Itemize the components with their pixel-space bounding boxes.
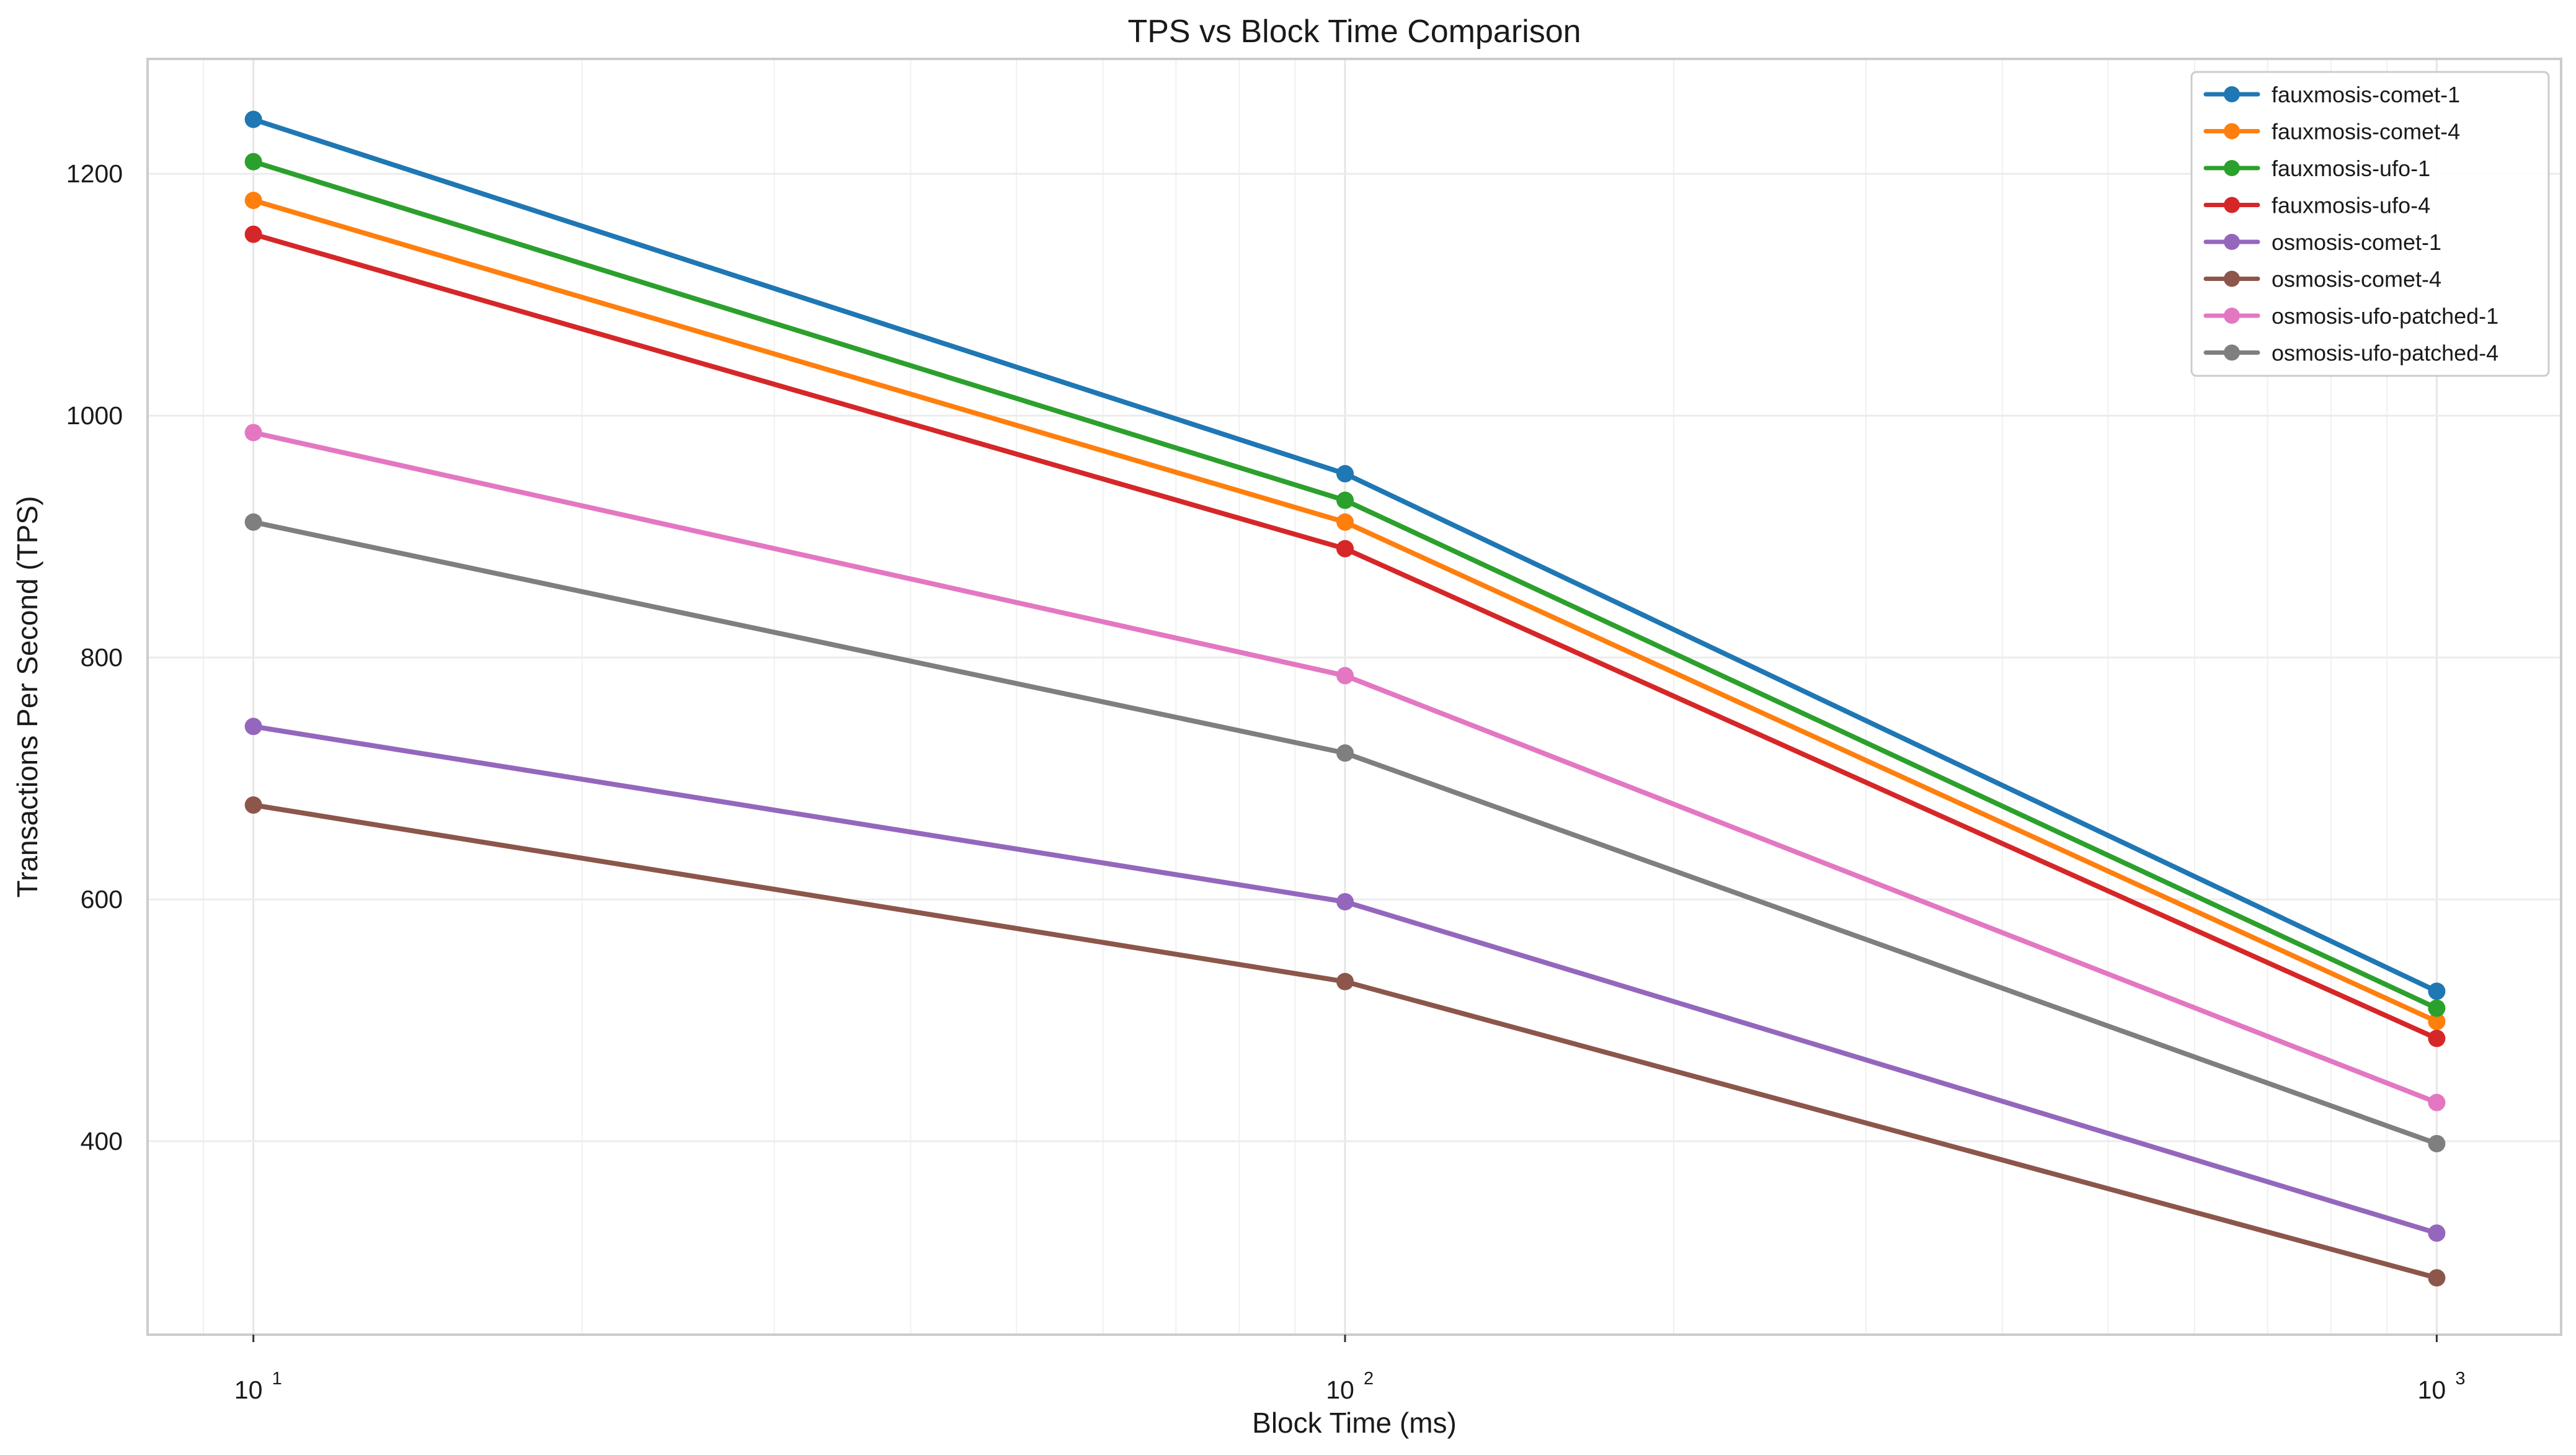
data-point	[2428, 1224, 2446, 1242]
legend-item: osmosis-ufo-patched-1	[2203, 303, 2498, 329]
legend: fauxmosis-comet-1 fauxmosis-comet-4 fauxmo…	[2190, 71, 2550, 377]
x-axis-ticks: 10 1 10 2 10 3	[234, 1335, 2466, 1404]
data-point	[2428, 982, 2446, 1000]
x-tick-label: 10	[234, 1376, 263, 1404]
data-point	[2428, 999, 2446, 1017]
legend-box	[2190, 71, 2550, 377]
y-tick-label: 800	[81, 643, 123, 672]
data-point	[2428, 1269, 2446, 1287]
legend-swatch-marker	[2224, 86, 2240, 102]
data-point	[244, 225, 262, 243]
x-axis-label: Block Time (ms)	[1252, 1407, 1457, 1439]
data-point	[1336, 513, 1354, 531]
x-tick-exponent: 2	[1364, 1369, 1374, 1389]
legend-label: fauxmosis-comet-4	[2272, 119, 2460, 145]
legend-swatch-marker	[2224, 160, 2240, 176]
data-point	[2428, 1093, 2446, 1111]
legend-item: fauxmosis-comet-4	[2203, 119, 2460, 145]
legend-item: osmosis-comet-4	[2203, 267, 2441, 292]
data-point	[244, 424, 262, 442]
legend-label: osmosis-ufo-patched-4	[2272, 340, 2498, 366]
data-point	[244, 153, 262, 171]
legend-label: osmosis-comet-4	[2272, 267, 2441, 292]
legend-item: osmosis-ufo-patched-4	[2203, 340, 2498, 366]
legend-swatch-marker	[2224, 308, 2240, 324]
legend-swatch-marker	[2224, 344, 2240, 361]
legend-label: osmosis-comet-1	[2272, 229, 2441, 255]
legend-swatch-marker	[2224, 270, 2240, 287]
y-axis-ticks: 400 600 800 1000 1200	[66, 159, 123, 1155]
legend-swatch-marker	[2224, 197, 2240, 213]
legend-swatch-marker	[2224, 234, 2240, 250]
legend-item: fauxmosis-ufo-1	[2203, 156, 2430, 181]
series-osmosis-ufo-patched-4	[244, 513, 2446, 1152]
series-fauxmosis-ufo-1	[244, 153, 2446, 1017]
grid	[148, 59, 2561, 1335]
data-point	[1336, 491, 1354, 509]
legend-item: fauxmosis-ufo-4	[2203, 193, 2430, 218]
legend-swatch-marker	[2224, 123, 2240, 140]
plot-frame	[146, 58, 2562, 1336]
series-osmosis-ufo-patched-1	[244, 424, 2446, 1111]
y-tick-label: 600	[81, 885, 123, 914]
data-point	[1336, 892, 1354, 910]
y-axis-label: Transactions Per Second (TPS)	[11, 496, 43, 898]
legend-label: fauxmosis-ufo-1	[2272, 156, 2430, 181]
data-point	[1336, 465, 1354, 483]
series-osmosis-comet-1	[244, 718, 2446, 1242]
y-tick-label: 1200	[66, 159, 123, 188]
data-point	[244, 796, 262, 814]
data-point	[244, 192, 262, 210]
data-point	[244, 110, 262, 128]
legend-label: fauxmosis-comet-1	[2272, 82, 2460, 107]
series-osmosis-comet-4	[244, 796, 2446, 1287]
legend-label: osmosis-ufo-patched-1	[2272, 303, 2498, 329]
series-fauxmosis-comet-1	[244, 110, 2446, 1000]
data-point	[1336, 972, 1354, 990]
x-tick-exponent: 1	[272, 1369, 282, 1389]
x-tick-exponent: 3	[2455, 1369, 2465, 1389]
data-point	[1336, 667, 1354, 685]
x-tick-label: 10	[2418, 1376, 2446, 1404]
data-point	[1336, 744, 1354, 762]
y-tick-label: 1000	[66, 401, 123, 430]
y-tick-label: 400	[81, 1127, 123, 1155]
data-point	[2428, 1013, 2446, 1031]
legend-item: osmosis-comet-1	[2203, 229, 2441, 255]
series-lines	[244, 110, 2446, 1287]
series-fauxmosis-comet-4	[244, 192, 2446, 1031]
data-point	[2428, 1134, 2446, 1152]
data-point	[244, 718, 262, 736]
data-point	[244, 513, 262, 531]
legend-item: fauxmosis-comet-1	[2203, 82, 2460, 107]
legend-label: fauxmosis-ufo-4	[2272, 193, 2430, 218]
chart-title: TPS vs Block Time Comparison	[1127, 14, 1581, 50]
data-point	[2428, 1030, 2446, 1048]
x-tick-label: 10	[1326, 1376, 1354, 1404]
data-point	[1336, 540, 1354, 558]
series-fauxmosis-ufo-4	[244, 225, 2446, 1048]
